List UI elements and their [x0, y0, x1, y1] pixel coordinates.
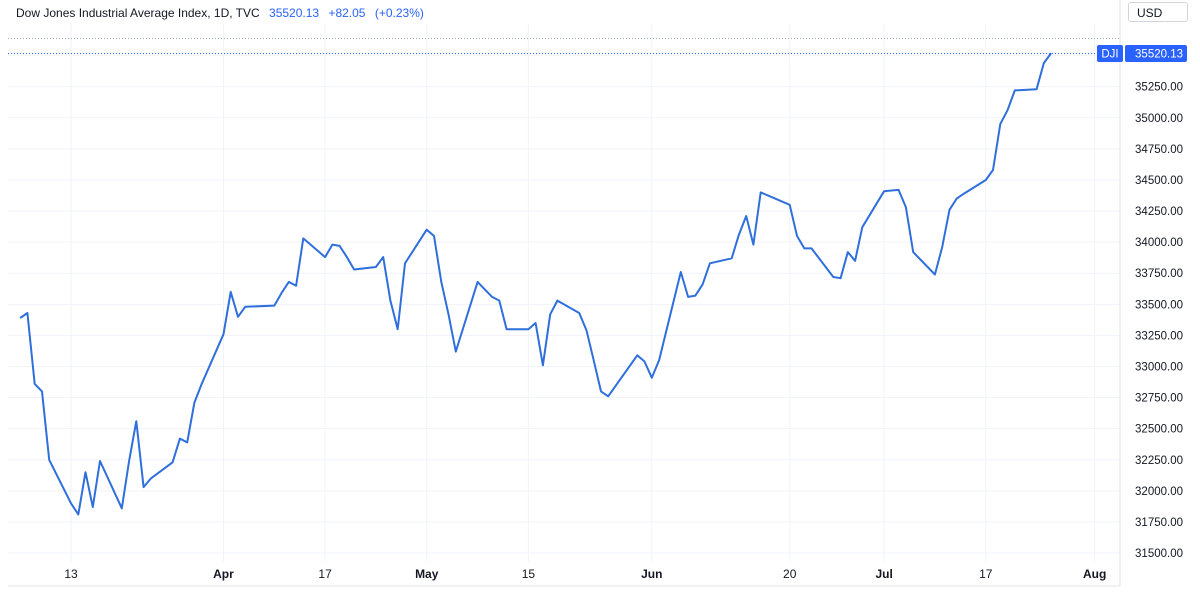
y-tick-label: 34250.00: [1135, 206, 1183, 218]
price-change: +82.05: [328, 6, 366, 20]
x-tick-label: 17: [979, 567, 993, 581]
x-tick-label: May: [415, 567, 439, 581]
y-tick-label: 32250.00: [1135, 455, 1183, 467]
symbol-tag: [1097, 45, 1123, 62]
symbol-title[interactable]: Dow Jones Industrial Average Index, 1D, …: [16, 6, 260, 20]
y-tick-label: 34500.00: [1135, 175, 1183, 187]
y-tick-label: 32000.00: [1135, 486, 1183, 498]
price-label: DJI 35520.13: [1097, 45, 1187, 62]
price-change-percent: (+0.23%): [374, 6, 424, 20]
grid-lines: [8, 0, 1121, 587]
y-tick-label: 31750.00: [1135, 517, 1183, 529]
last-price: 35520.13: [269, 6, 320, 20]
reference-lines: [8, 38, 1120, 54]
y-tick-label: 34750.00: [1135, 144, 1183, 156]
y-tick-label: 33750.00: [1135, 268, 1183, 280]
chart-legend: Dow Jones Industrial Average Index, 1D, …: [16, 6, 424, 20]
symbol-tag-text: DJI: [1101, 49, 1118, 61]
y-tick-label: 33500.00: [1135, 299, 1183, 311]
x-tick-label: 20: [783, 567, 797, 581]
y-axis[interactable]: 35500.0035250.0035000.0034750.0034500.00…: [1135, 51, 1183, 560]
y-tick-label: 35250.00: [1135, 82, 1183, 94]
y-tick-label: 33250.00: [1135, 330, 1183, 342]
currency-selector[interactable]: USD: [1128, 2, 1188, 22]
y-tick-label: 34000.00: [1135, 237, 1183, 249]
x-axis[interactable]: 13 Apr 17 May 15 Jun 20 Jul 17 Aug: [64, 567, 1106, 581]
y-tick-label: 32500.00: [1135, 424, 1183, 436]
x-tick-label: Jul: [875, 567, 892, 581]
x-tick-label: 15: [522, 567, 536, 581]
x-tick-label: 17: [318, 567, 332, 581]
x-tick-label: 13: [64, 567, 78, 581]
last-price-tag: [1125, 45, 1187, 62]
series-layer: [19, 52, 1052, 516]
x-tick-label: Apr: [213, 567, 234, 581]
x-tick-label: Aug: [1083, 567, 1106, 581]
y-tick-label: 32750.00: [1135, 393, 1183, 405]
y-tick-label: 31500.00: [1135, 548, 1183, 560]
x-tick-label: Jun: [641, 567, 662, 581]
y-tick-label: 35000.00: [1135, 113, 1183, 125]
price-series-line[interactable]: [19, 52, 1052, 516]
y-tick-label: 33000.00: [1135, 362, 1183, 374]
last-price-tag-text: 35520.13: [1135, 49, 1183, 61]
